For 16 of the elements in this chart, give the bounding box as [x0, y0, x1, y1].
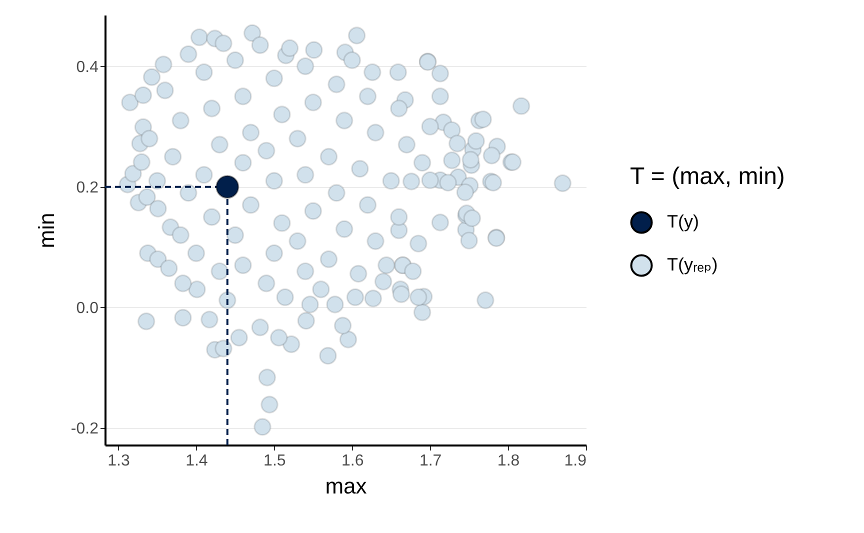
x-tick-label: 1.7 — [419, 452, 442, 470]
y-tick-label: 0.2 — [76, 179, 99, 196]
x-tick-label: 1.3 — [108, 452, 130, 470]
x-tick-label: 1.9 — [564, 452, 587, 470]
legend-label: T(yᵣₑₚ) — [667, 254, 718, 274]
x-tick-label: 1.5 — [264, 452, 286, 470]
legend-title: T = (max, min) — [630, 163, 785, 190]
y-axis-title: min — [34, 212, 59, 248]
legend-label: T(y) — [667, 212, 699, 232]
x-tick-label: 1.4 — [186, 452, 208, 470]
x-axis-title: max — [325, 474, 367, 498]
y-tick-label: 0.0 — [76, 300, 99, 317]
x-tick-label: 1.6 — [342, 452, 364, 470]
y-tick-label: -0.2 — [70, 420, 99, 438]
y-tick-label: 0.4 — [76, 58, 99, 76]
x-tick-label: 1.8 — [497, 452, 520, 470]
